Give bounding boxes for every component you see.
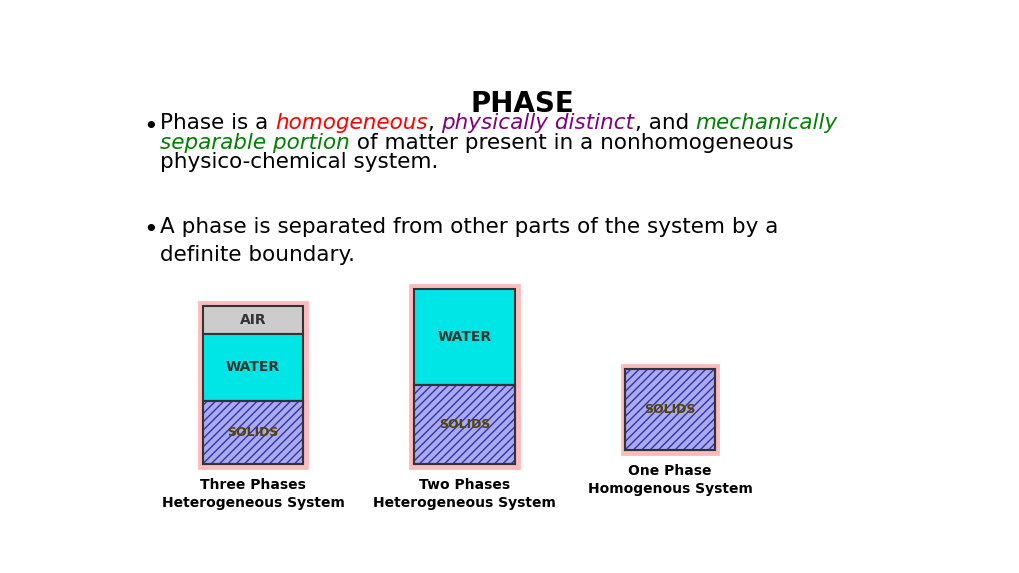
Bar <box>414 385 515 464</box>
Text: SOLIDS: SOLIDS <box>438 418 490 431</box>
Text: , and: , and <box>634 113 695 134</box>
Text: SOLIDS: SOLIDS <box>227 426 278 439</box>
Bar <box>410 285 519 468</box>
Text: A phase is separated from other parts of the system by a
definite boundary.: A phase is separated from other parts of… <box>160 217 777 265</box>
Text: SOLIDS: SOLIDS <box>644 403 695 416</box>
Text: physico-chemical system.: physico-chemical system. <box>160 152 438 172</box>
Text: One Phase
Homogenous System: One Phase Homogenous System <box>587 464 752 496</box>
Bar <box>621 365 717 454</box>
Text: homogeneous: homogeneous <box>275 113 427 134</box>
Text: Phase is a: Phase is a <box>160 113 275 134</box>
Text: Three Phases
Heterogeneous System: Three Phases Heterogeneous System <box>161 478 344 510</box>
Bar <box>625 369 714 450</box>
Bar <box>203 334 303 401</box>
Bar <box>625 369 714 450</box>
Text: •: • <box>143 218 158 242</box>
Text: Two Phases
Heterogeneous System: Two Phases Heterogeneous System <box>373 478 555 510</box>
Bar <box>203 306 303 334</box>
Text: WATER: WATER <box>226 360 280 375</box>
Bar <box>199 302 307 468</box>
Text: of matter present in a nonhomogeneous: of matter present in a nonhomogeneous <box>350 133 793 152</box>
Bar <box>203 401 303 464</box>
Bar <box>414 385 515 464</box>
Text: ,: , <box>427 113 441 134</box>
Bar <box>414 289 515 385</box>
Bar <box>203 401 303 464</box>
Bar <box>414 385 515 464</box>
Text: physically distinct: physically distinct <box>441 113 634 134</box>
Text: AIR: AIR <box>239 313 266 327</box>
Text: separable portion: separable portion <box>160 133 350 152</box>
Bar <box>625 369 714 450</box>
Bar <box>203 401 303 464</box>
Text: WATER: WATER <box>437 330 491 344</box>
Text: mechanically: mechanically <box>695 113 837 134</box>
Text: PHASE: PHASE <box>471 91 574 118</box>
Text: •: • <box>143 115 158 139</box>
